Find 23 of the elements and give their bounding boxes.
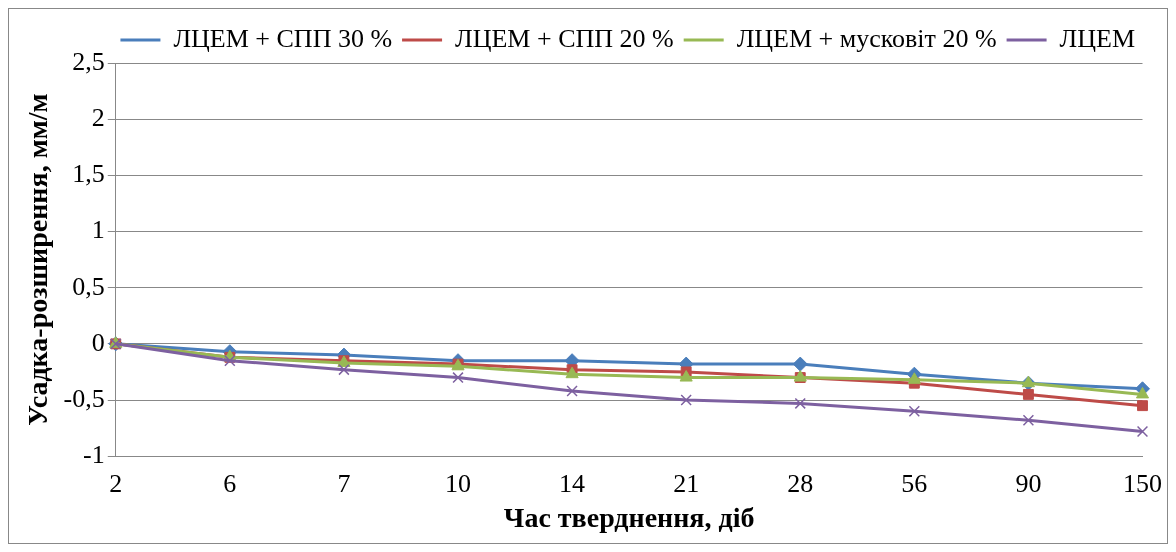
y-tick-label: -0,5	[63, 383, 105, 413]
legend-label: ЛЦЕМ	[1059, 23, 1136, 53]
legend-label: ЛЦЕМ + мусковіт 20 %	[736, 23, 997, 53]
y-tick-label: 2	[91, 103, 105, 132]
legend-label: ЛЦЕМ + СПП 30 %	[173, 23, 393, 53]
x-tick-label: 28	[787, 468, 814, 498]
y-axis-title: Усадка-розширення, мм/м	[22, 93, 54, 426]
x-axis-title: Час тверднення, діб	[503, 502, 755, 534]
x-tick-label: 6	[223, 468, 237, 498]
x-tick-label: 90	[1015, 468, 1042, 498]
y-tick-label: 0	[91, 327, 105, 357]
x-tick-label: 7	[337, 468, 351, 498]
x-tick-label: 150	[1123, 468, 1162, 498]
x-tick-label: 10	[445, 468, 472, 498]
legend-label: ЛЦЕМ + СПП 20 %	[455, 23, 674, 53]
y-tick-label: 0,5	[72, 271, 105, 301]
y-tick-label: -1	[83, 440, 105, 470]
y-tick-label: 2,5	[72, 46, 105, 76]
x-tick-label: 56	[901, 468, 928, 498]
x-tick-label: 14	[559, 468, 586, 498]
x-tick-label: 21	[673, 468, 700, 498]
y-tick-label: 1,5	[72, 159, 105, 189]
y-tick-label: 1	[91, 215, 105, 245]
